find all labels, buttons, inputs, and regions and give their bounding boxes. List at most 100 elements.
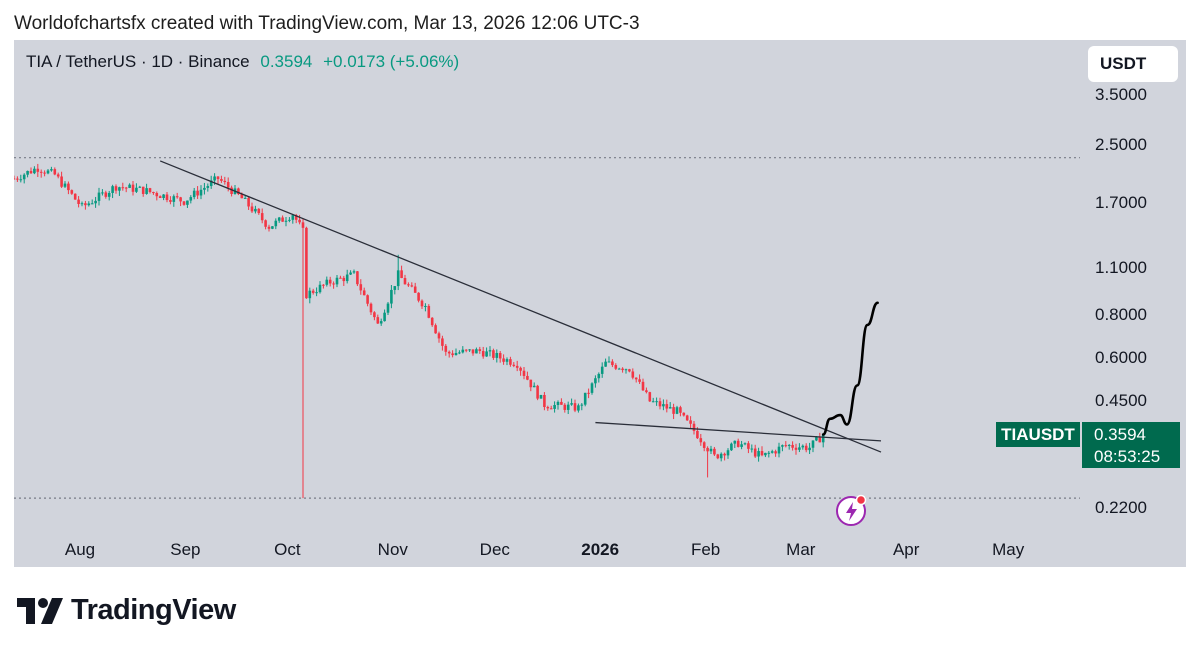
time-axis-tick: Oct xyxy=(274,540,301,559)
time-axis-tick: Sep xyxy=(170,540,201,559)
candle-body xyxy=(784,445,788,447)
candle-body xyxy=(447,351,451,354)
candle-body xyxy=(131,184,135,192)
brand-name: TradingView xyxy=(71,594,236,626)
candle-body xyxy=(757,451,760,457)
candle-body xyxy=(427,305,431,318)
candle-body xyxy=(403,278,407,285)
trendline[interactable] xyxy=(595,421,882,442)
candle-body xyxy=(679,407,682,413)
candle-body xyxy=(716,454,720,459)
trendline[interactable] xyxy=(159,160,882,453)
candle-body xyxy=(135,187,138,192)
candle-body xyxy=(529,379,533,388)
candle-body xyxy=(791,444,794,448)
candle-body xyxy=(566,404,570,410)
candle-body xyxy=(794,447,798,450)
candle-body xyxy=(781,445,784,447)
chart-caption: Worldofchartsfx created with TradingView… xyxy=(14,13,640,34)
price-axis-tick: 0.6000 xyxy=(1095,348,1147,368)
candle-body xyxy=(760,451,764,456)
candle-body xyxy=(305,227,308,299)
price-change: +0.0173 (+5.06%) xyxy=(323,52,460,71)
candle-body xyxy=(726,450,730,456)
candle-body xyxy=(590,383,594,393)
candle-body xyxy=(475,349,478,354)
currency-button[interactable]: USDT xyxy=(1088,46,1178,82)
candle-body xyxy=(753,448,757,457)
candle-body xyxy=(162,194,165,198)
candle-body xyxy=(352,271,356,273)
candle-body xyxy=(471,349,475,354)
candle-body xyxy=(63,183,67,187)
time-axis-tick: Feb xyxy=(690,540,721,559)
candle-body xyxy=(328,279,332,284)
candle-body xyxy=(373,312,376,318)
candle-body xyxy=(19,179,23,181)
candle-body xyxy=(356,271,359,285)
candle-body xyxy=(186,200,189,205)
candle-body xyxy=(213,176,216,181)
candle-body xyxy=(393,286,397,290)
candle-body xyxy=(97,192,101,201)
candle-body xyxy=(206,186,210,188)
candle-body xyxy=(203,187,206,190)
candle-body xyxy=(539,394,543,399)
candle-body xyxy=(16,178,19,180)
candle-body xyxy=(441,338,444,346)
price-axis-tick: 0.8000 xyxy=(1095,305,1147,325)
price-chart[interactable] xyxy=(14,40,1186,567)
tradingview-logo[interactable]: TradingView xyxy=(17,594,236,627)
candle-body xyxy=(84,203,87,206)
projection-path[interactable] xyxy=(821,301,879,436)
candle-body xyxy=(111,186,114,193)
candle-body xyxy=(509,359,512,365)
candle-body xyxy=(141,186,145,194)
candle-body xyxy=(573,403,577,411)
candle-body xyxy=(787,444,791,446)
candle-body xyxy=(138,186,142,188)
candle-body xyxy=(223,180,227,182)
candle-body xyxy=(492,350,495,358)
candle-body xyxy=(815,436,818,441)
candle-body xyxy=(220,179,223,181)
candle-body xyxy=(801,445,805,448)
lightning-alert-icon[interactable] xyxy=(835,494,869,528)
candle-body xyxy=(614,365,618,369)
candle-body xyxy=(189,197,193,201)
candle-body xyxy=(821,434,825,443)
candle-body xyxy=(22,174,26,180)
candle-body xyxy=(594,378,597,384)
candle-body xyxy=(709,448,713,452)
price-axis-tick: 0.2200 xyxy=(1095,498,1147,517)
symbol-header: TIA / TetherUS · 1D · Binance 0.3594 +0.… xyxy=(26,52,459,72)
candle-body xyxy=(655,401,658,403)
candle-body xyxy=(288,219,291,221)
price-axis-tick: 1.7000 xyxy=(1095,192,1147,212)
candle-body xyxy=(536,385,539,399)
candle-body xyxy=(512,364,516,366)
chart-pane[interactable]: TIA / TetherUS · 1D · Binance 0.3594 +0.… xyxy=(14,40,1186,567)
candle-body xyxy=(668,407,672,409)
time-axis-tick: May xyxy=(992,540,1025,559)
candle-body xyxy=(461,349,465,353)
candle-body xyxy=(379,321,383,324)
candle-body xyxy=(648,392,652,402)
candle-body xyxy=(332,283,335,285)
candle-body xyxy=(549,408,553,410)
candle-body xyxy=(349,272,352,275)
candle-body xyxy=(451,353,454,356)
candle-body xyxy=(216,176,220,180)
candle-body xyxy=(369,303,373,313)
candle-body xyxy=(750,448,754,450)
candle-body xyxy=(128,184,131,188)
candle-body xyxy=(706,447,709,452)
candle-body xyxy=(818,436,822,443)
price-axis-tick: 2.5000 xyxy=(1095,135,1147,155)
candle-body xyxy=(692,423,696,431)
candle-body xyxy=(155,192,159,197)
candle-body xyxy=(101,192,104,194)
candle-body xyxy=(410,285,414,287)
candle-body xyxy=(478,349,482,351)
time-axis-tick: Apr xyxy=(892,540,920,559)
